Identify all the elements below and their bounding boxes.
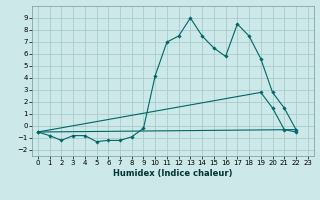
X-axis label: Humidex (Indice chaleur): Humidex (Indice chaleur): [113, 169, 233, 178]
